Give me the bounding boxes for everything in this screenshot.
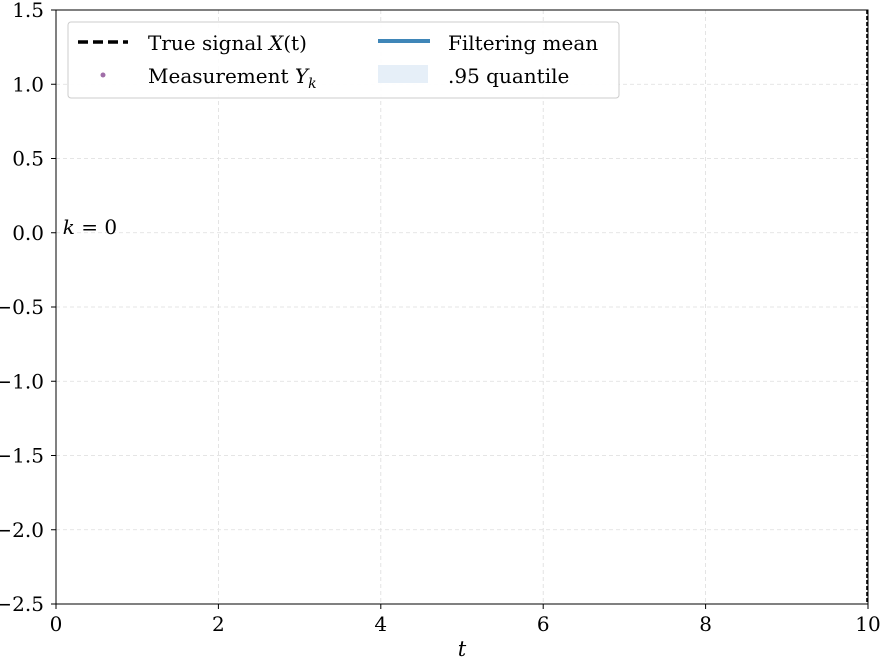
legend-handle-marker — [100, 72, 106, 78]
x-tick-label: 0 — [50, 612, 63, 636]
y-tick-label: 0.5 — [12, 147, 44, 171]
grid — [56, 10, 868, 604]
x-axis-title: t — [458, 637, 467, 660]
y-tick-label: −0.5 — [0, 295, 44, 319]
annotation-k: k = 0 — [63, 215, 117, 239]
y-tick-label: 1.0 — [12, 72, 44, 96]
x-axis: 0 2 4 6 8 10 — [50, 604, 880, 636]
y-axis: 1.5 1.0 0.5 0.0 −0.5 −1.0 −1.5 −2.0 −2.5 — [0, 0, 56, 616]
legend-entry: Filtering mean — [378, 31, 598, 55]
legend: True signal X(t) Measurement Yk Filtering … — [67, 21, 620, 99]
legend-label: True signal X(t) — [148, 31, 307, 55]
legend-entry: True signal X(t) — [78, 31, 307, 55]
legend-label: Filtering mean — [448, 31, 598, 55]
x-tick-label: 6 — [537, 612, 550, 636]
legend-entry: .95 quantile — [378, 64, 569, 88]
legend-label: Measurement Yk — [148, 64, 317, 92]
y-tick-label: −2.5 — [0, 592, 44, 616]
x-tick-label: 2 — [212, 612, 225, 636]
legend-box — [67, 21, 620, 99]
y-tick-label: 0.0 — [12, 221, 44, 245]
x-tick-label: 4 — [374, 612, 387, 636]
y-tick-label: −2.0 — [0, 518, 44, 542]
x-tick-label: 8 — [699, 612, 712, 636]
annotation-text: k = 0 — [63, 215, 117, 239]
y-tick-label: −1.5 — [0, 444, 44, 468]
y-tick-label: 1.5 — [12, 0, 44, 22]
legend-handle-band — [378, 65, 428, 83]
legend-label: .95 quantile — [448, 64, 569, 88]
x-tick-label: 10 — [855, 612, 880, 636]
legend-entry: Measurement Yk — [100, 64, 317, 92]
y-tick-label: −1.0 — [0, 369, 44, 393]
